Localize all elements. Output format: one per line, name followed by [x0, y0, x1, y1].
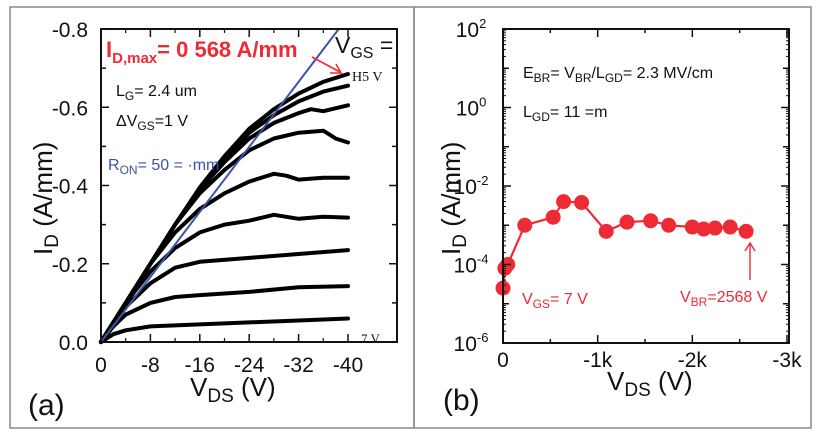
x-tick-label: -3k: [772, 349, 802, 372]
x-tick-labels: 0 -1k -2k -3k: [497, 349, 802, 372]
data-point: [661, 217, 677, 233]
y-axis-label: ID (A/mm): [28, 142, 63, 255]
id-max-arrow: [311, 56, 343, 74]
ebr-annotation: EBR= VBR/LGD= 2.3 MV/cm: [523, 65, 713, 85]
y-tick-label: 10-4: [454, 252, 489, 278]
x-tick-labels: 0 -8 -16 -24 -32 -40: [95, 354, 363, 377]
data-point: [684, 219, 700, 235]
axis-ticks: [100, 28, 397, 343]
x-tick-label: -1k: [583, 349, 613, 372]
breakdown-points: [495, 194, 754, 296]
panel-label-a: (a): [28, 389, 65, 422]
curve-1: [99, 316, 350, 344]
y-tick-label: -0.8: [52, 19, 88, 42]
y-tick-label: 102: [456, 16, 487, 42]
panel-label-b: (b): [443, 384, 480, 417]
ron-annotation: RON= 50 = ·mm: [108, 157, 219, 177]
breakdown-line: [501, 200, 747, 289]
id-max-annotation: ID,max= 0 568 A/mm: [106, 37, 298, 67]
delta-vgs-annotation: ΔVGS=1 V: [116, 113, 188, 133]
data-point: [707, 220, 723, 236]
y-tick-label: -0.6: [52, 97, 88, 120]
vgs-bottom-label: 7 V: [361, 331, 381, 346]
x-tick-label: 0: [95, 354, 107, 377]
data-point: [738, 223, 754, 239]
data-point: [722, 219, 738, 235]
x-tick-label: 0: [497, 349, 509, 372]
y-tick-label: 10-6: [454, 330, 489, 356]
panel-b-border: [413, 6, 812, 429]
x-tick-label: -40: [333, 354, 363, 377]
data-point: [619, 214, 635, 230]
axis-ticks: [502, 28, 789, 344]
x-axis-label: VDS (V): [190, 372, 276, 407]
data-point: [598, 223, 614, 239]
lg-annotation: LG= 2.4 um: [116, 83, 197, 103]
vgs-top-label: H5 V: [352, 70, 382, 85]
y-tick-label: -0.4: [52, 176, 89, 199]
x-tick-label: -2k: [678, 349, 708, 372]
vgs-label: VGS =: [335, 32, 393, 62]
curve-2: [99, 284, 350, 344]
data-point: [556, 194, 572, 210]
x-axis-label: VDS (V): [607, 366, 693, 401]
y-tick-label: 100: [456, 95, 487, 121]
data-point: [643, 213, 659, 229]
panel-a: 0 -8 -16 -24 -32 -40 0.0 -0.2 -0.4 -0.6 -0.8 VDS …: [28, 19, 398, 422]
y-tick-label: -0.2: [52, 254, 88, 277]
lgd-annotation: LGD= 11 =m: [523, 104, 607, 124]
y-tick-label: 10-2: [454, 173, 489, 199]
data-point: [517, 217, 533, 233]
curve-9: [99, 72, 350, 344]
y-tick-labels: 0.0 -0.2 -0.4 -0.6 -0.8: [52, 19, 89, 355]
x-tick-label: -32: [283, 354, 313, 377]
output-curves: [99, 72, 350, 344]
vgs-annotation: VGS= 7 V: [522, 291, 588, 311]
x-tick-label: -8: [141, 354, 160, 377]
data-point: [696, 221, 712, 237]
data-point: [545, 209, 561, 225]
panel-b: 0 -1k -2k -3k 102 100 10-2 10-4 10-6 VDS (V) ID…: [436, 16, 802, 417]
data-point: [574, 194, 590, 210]
x-tick-label: -24: [234, 354, 265, 377]
y-tick-label: 0.0: [59, 332, 88, 355]
vbr-arrow: [744, 241, 756, 280]
vbr-annotation: VBR=2568 V: [680, 289, 768, 309]
ron-fit-line: [100, 28, 340, 343]
y-tick-labels: 102 100 10-2 10-4 10-6: [454, 16, 489, 356]
x-tick-label: -16: [185, 354, 215, 377]
y-axis-label: ID (A/mm): [436, 142, 471, 255]
